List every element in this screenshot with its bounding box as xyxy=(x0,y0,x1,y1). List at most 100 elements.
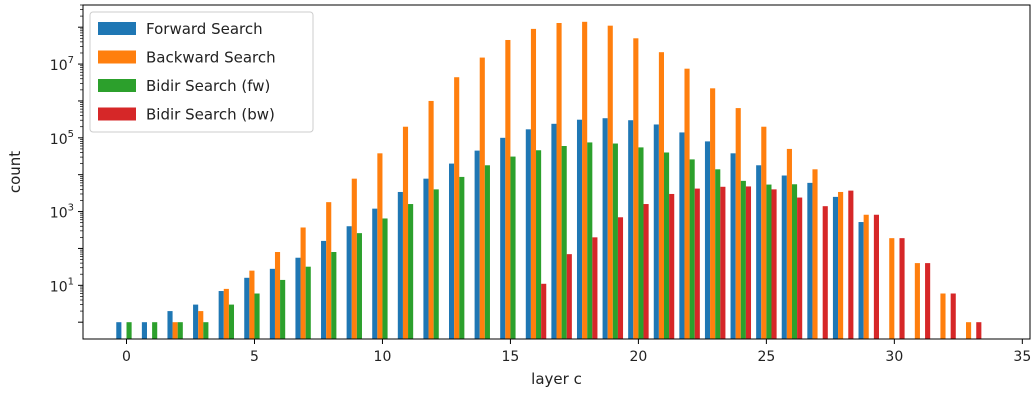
x-tick-label: 30 xyxy=(885,349,903,365)
legend-swatch xyxy=(98,107,136,121)
bar xyxy=(812,169,818,339)
bar xyxy=(745,186,752,339)
bar xyxy=(152,322,158,339)
bar xyxy=(203,322,209,339)
bar xyxy=(351,178,357,339)
bar xyxy=(781,175,787,339)
bar xyxy=(966,322,972,339)
bar xyxy=(474,150,480,339)
bar xyxy=(177,322,183,339)
bar xyxy=(797,197,803,339)
bar xyxy=(295,257,301,339)
plot-frame xyxy=(82,4,1031,340)
bar xyxy=(679,132,685,339)
bar xyxy=(382,218,388,339)
bar xyxy=(372,208,378,339)
bar xyxy=(643,204,649,339)
legend-box xyxy=(89,11,314,133)
bar xyxy=(848,190,854,339)
bar xyxy=(710,88,716,339)
bar xyxy=(505,39,511,340)
bar xyxy=(167,311,173,339)
y-tick-label: 103 xyxy=(50,203,74,222)
x-tick-label: 5 xyxy=(250,349,259,365)
bar xyxy=(536,150,542,339)
bars-layer xyxy=(116,21,982,340)
x-tick-label: 20 xyxy=(629,349,647,365)
bar xyxy=(254,293,260,339)
bar xyxy=(500,137,506,339)
legend-swatch xyxy=(98,22,136,35)
bar xyxy=(669,193,675,339)
bar xyxy=(617,217,624,339)
bar xyxy=(602,118,608,339)
bar xyxy=(280,279,286,339)
x-tick-label: 35 xyxy=(1013,349,1031,365)
series-0 xyxy=(116,118,864,339)
y-axis-label: count xyxy=(6,151,24,193)
bar xyxy=(116,322,122,339)
series-3 xyxy=(541,186,982,339)
bar xyxy=(832,196,839,339)
bar xyxy=(720,186,726,339)
bar xyxy=(541,283,547,339)
bar xyxy=(346,226,352,339)
bar xyxy=(653,124,659,339)
bar xyxy=(638,147,644,339)
bar xyxy=(658,52,664,339)
bar xyxy=(172,322,178,339)
y-tick-label: 101 xyxy=(50,276,74,295)
bar xyxy=(300,227,306,339)
bar xyxy=(454,77,460,339)
bar xyxy=(704,141,711,339)
bar xyxy=(766,184,772,339)
bar xyxy=(684,68,690,340)
bar xyxy=(198,311,204,339)
bar xyxy=(269,268,275,339)
bar xyxy=(356,233,362,339)
bar xyxy=(561,146,567,339)
bar xyxy=(479,57,485,339)
bar xyxy=(633,38,639,340)
bar xyxy=(484,165,490,339)
bar xyxy=(244,277,250,339)
x-tick-label: 25 xyxy=(757,349,775,365)
legend-swatch xyxy=(98,79,136,92)
bar xyxy=(786,148,792,339)
bar xyxy=(612,143,618,339)
x-tick-label: 15 xyxy=(502,349,520,365)
bar xyxy=(510,156,516,339)
bar xyxy=(433,189,439,339)
bar xyxy=(592,237,598,339)
bar xyxy=(689,159,695,339)
bar xyxy=(223,288,229,339)
bar xyxy=(771,189,777,339)
bar xyxy=(628,120,634,339)
legend-swatch xyxy=(98,50,136,64)
bar xyxy=(551,123,557,339)
bar xyxy=(126,322,132,339)
bar xyxy=(331,252,337,339)
legend-label: Bidir Search (bw) xyxy=(146,106,275,124)
bar xyxy=(694,188,700,339)
bar xyxy=(791,184,798,339)
bar xyxy=(274,252,281,339)
bar xyxy=(449,163,455,339)
y-tick-label: 107 xyxy=(50,55,74,74)
bar xyxy=(838,191,844,339)
legend-label: Backward Search xyxy=(146,49,276,67)
bar xyxy=(228,304,235,339)
bar xyxy=(530,28,537,339)
legend-label: Bidir Search (fw) xyxy=(146,77,270,95)
bar xyxy=(249,270,255,339)
bar xyxy=(141,322,147,339)
bar xyxy=(326,202,332,339)
bar xyxy=(556,23,562,339)
bar xyxy=(950,293,956,339)
x-axis: 0 5 10 15 20 25 30 35 xyxy=(122,339,1031,365)
y-axis: 101 103 105 107 xyxy=(50,4,83,323)
bar xyxy=(566,254,572,339)
bar xyxy=(756,165,762,339)
bar xyxy=(889,238,895,339)
